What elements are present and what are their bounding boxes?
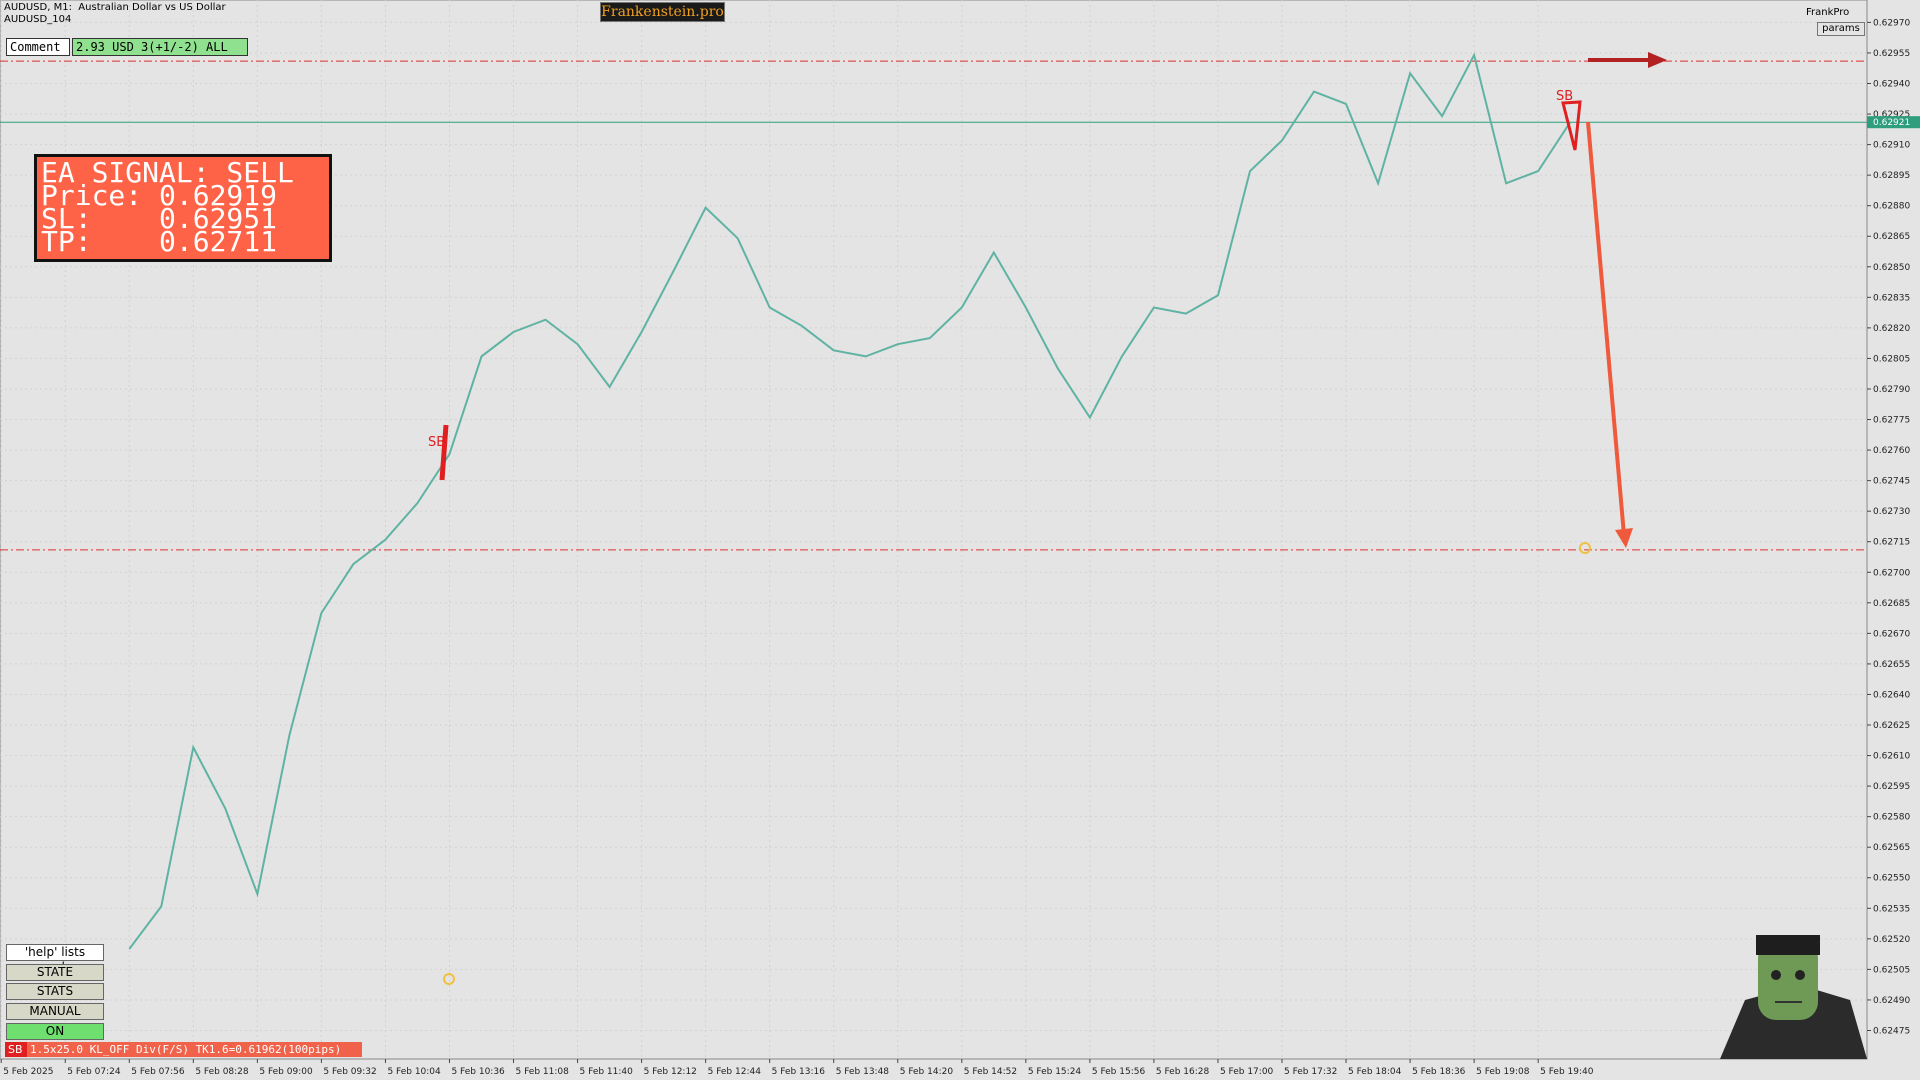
y-tick-label: 0.62970 [1873, 18, 1910, 28]
y-tick-label: 0.62760 [1873, 446, 1910, 456]
y-tick-label: 0.62895 [1873, 171, 1910, 181]
y-tick-label: 0.62745 [1873, 477, 1910, 487]
mascot [1720, 935, 1867, 1059]
y-tick-label: 0.62910 [1873, 141, 1910, 151]
y-tick-label: 0.62850 [1873, 263, 1910, 273]
x-tick-label: 5 Feb 18:36 [1412, 1067, 1466, 1077]
signal-title: EA SIGNAL: SELL [41, 156, 294, 189]
x-tick-label: 5 Feb 19:40 [1540, 1067, 1594, 1077]
x-tick-label: 5 Feb 07:56 [131, 1067, 185, 1077]
comment-value: 2.93 USD 3(+1/-2) ALL [72, 38, 248, 56]
x-tick-label: 5 Feb 10:04 [387, 1067, 441, 1077]
y-tick-label: 0.62565 [1873, 843, 1910, 853]
y-tick-label: 0.62775 [1873, 416, 1910, 426]
x-tick-label: 5 Feb 09:00 [259, 1067, 313, 1077]
y-tick-label: 0.62925 [1873, 110, 1910, 120]
x-tick-label: 5 Feb 10:36 [451, 1067, 505, 1077]
y-tick-label: 0.62685 [1873, 599, 1910, 609]
x-tick-label: 5 Feb 2025 [3, 1067, 53, 1077]
y-tick-label: 0.62670 [1873, 629, 1910, 639]
y-tick-label: 0.62835 [1873, 293, 1910, 303]
signal-box: EA SIGNAL: SELL Price: 0.62919 SL: 0.62951… [34, 154, 332, 262]
comment-label: Comment [6, 38, 70, 56]
stats-button[interactable]: STATS [6, 983, 104, 1000]
x-tick-label: 5 Feb 14:52 [964, 1067, 1017, 1077]
y-tick-label: 0.62490 [1873, 996, 1910, 1006]
signal-triangle [1561, 100, 1582, 151]
manual-button[interactable]: MANUAL [6, 1003, 104, 1020]
x-tick-label: 5 Feb 12:12 [644, 1067, 697, 1077]
y-tick-label: 0.62535 [1873, 904, 1910, 914]
signal-line: Price: 0.62919 [41, 179, 278, 212]
signal-line: SL: 0.62951 [41, 202, 278, 235]
y-tick-label: 0.62640 [1873, 690, 1910, 700]
signal-arrow [1586, 121, 1626, 536]
brand: Frankenstein.pro [600, 2, 725, 22]
subtitle: AUDUSD_104 [4, 14, 72, 25]
x-tick-label: 5 Feb 15:24 [1028, 1067, 1082, 1077]
last-price-box [1867, 116, 1920, 129]
x-tick-label: 5 Feb 13:16 [772, 1067, 826, 1077]
state-button[interactable]: STATE [6, 964, 104, 981]
y-tick-label: 0.62715 [1873, 538, 1910, 548]
y-tick-label: 0.62580 [1873, 813, 1910, 823]
x-tick-label: 5 Feb 07:24 [67, 1067, 121, 1077]
y-tick-label: 0.62790 [1873, 385, 1910, 395]
x-tick-label: 5 Feb 09:32 [323, 1067, 376, 1077]
last-price-label: 0.62921 [1873, 118, 1910, 128]
y-tick-label: 0.62595 [1873, 782, 1910, 792]
x-tick-label: 5 Feb 13:48 [836, 1067, 890, 1077]
y-tick-label: 0.62520 [1873, 935, 1910, 945]
annotation: SB [1556, 89, 1573, 104]
entry-marker [439, 424, 449, 481]
symbol: AUDUSD, M1: Australian Dollar vs US Doll… [4, 2, 226, 13]
help-label: 'help' lists cmds [6, 944, 104, 974]
status-text: 1.5x25.0 KL_OFF Div(F/S) TK1.6=0.61962(1… [27, 1042, 362, 1057]
x-tick-label: 5 Feb 18:04 [1348, 1067, 1402, 1077]
params-button[interactable]: params [1817, 22, 1865, 36]
status-tag: SB [5, 1042, 27, 1057]
y-tick-label: 0.62610 [1873, 752, 1910, 762]
y-tick-label: 0.62880 [1873, 202, 1910, 212]
y-tick-label: 0.62655 [1873, 660, 1910, 670]
y-tick-label: 0.62820 [1873, 324, 1910, 334]
x-tick-label: 5 Feb 15:56 [1092, 1067, 1146, 1077]
on-button[interactable]: ON [6, 1023, 104, 1040]
x-tick-label: 5 Feb 12:44 [708, 1067, 762, 1077]
price-line [128, 52, 1572, 950]
y-tick-label: 0.62940 [1873, 79, 1910, 89]
y-tick-label: 0.62475 [1873, 1026, 1910, 1036]
tp-dot [1579, 542, 1591, 554]
x-tick-label: 5 Feb 16:28 [1156, 1067, 1210, 1077]
y-tick-label: 0.62625 [1873, 721, 1910, 731]
account: FrankPro [1806, 7, 1850, 18]
x-tick-label: 5 Feb 14:20 [900, 1067, 954, 1077]
y-tick-label: 0.62865 [1873, 232, 1910, 242]
x-tick-label: 5 Feb 17:00 [1220, 1067, 1274, 1077]
y-tick-label: 0.62550 [1873, 874, 1910, 884]
y-tick-label: 0.62730 [1873, 507, 1910, 517]
signal-line: TP: 0.62711 [41, 225, 278, 258]
x-tick-label: 5 Feb 11:08 [516, 1067, 570, 1077]
x-tick-label: 5 Feb 17:32 [1284, 1067, 1337, 1077]
dot [443, 973, 455, 985]
y-tick-label: 0.62805 [1873, 354, 1910, 364]
y-tick-label: 0.62505 [1873, 965, 1910, 975]
x-tick-label: 5 Feb 11:40 [580, 1067, 634, 1077]
x-tick-label: 5 Feb 08:28 [195, 1067, 249, 1077]
y-tick-label: 0.62700 [1873, 568, 1910, 578]
annotation: SB [428, 435, 445, 450]
x-tick-label: 5 Feb 19:08 [1476, 1067, 1530, 1077]
signal-arrowhead [1615, 528, 1633, 548]
y-tick-label: 0.62955 [1873, 49, 1910, 59]
sl-arrowhead [1648, 52, 1667, 68]
